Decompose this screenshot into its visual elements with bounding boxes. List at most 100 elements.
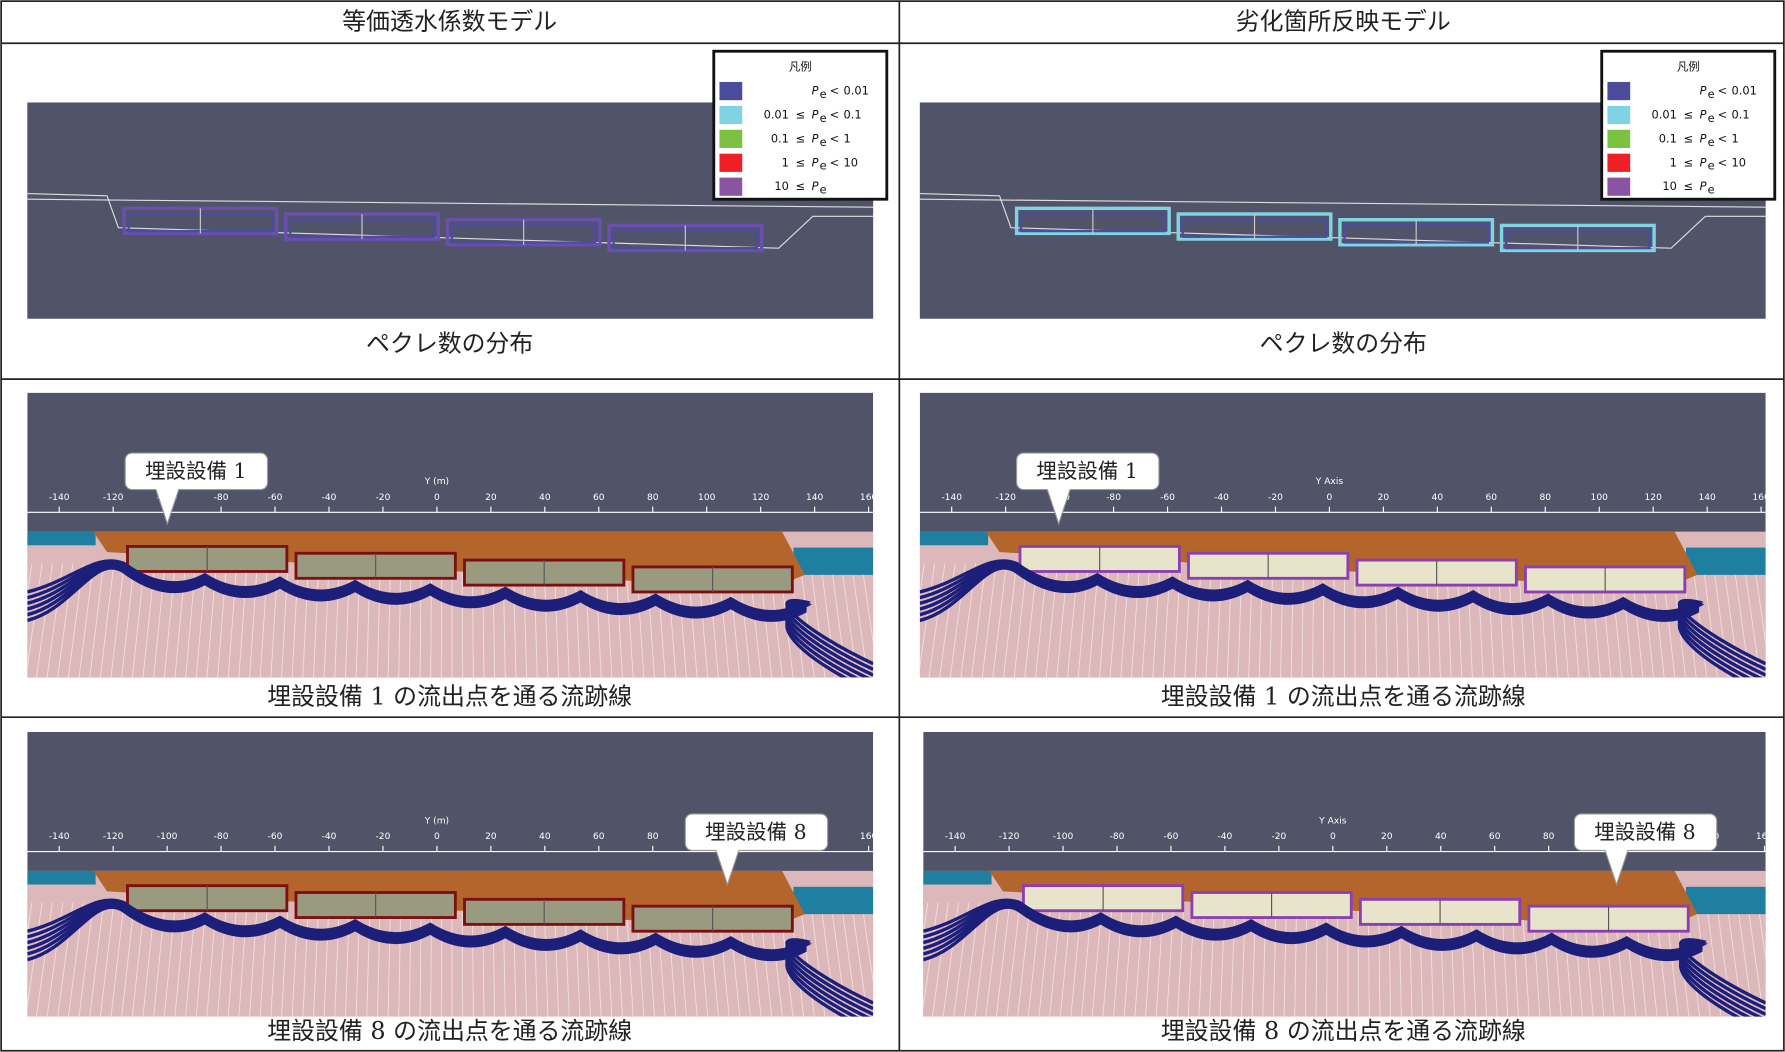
- aquifer-right: [1685, 886, 1766, 915]
- flow-line: [1198, 902, 1205, 1017]
- flow-line: [1753, 563, 1766, 646]
- legend-subscript: e: [1708, 135, 1715, 149]
- axis-tick-label: 0: [1330, 832, 1336, 842]
- axis-tick-label: 40: [539, 832, 551, 842]
- flow-line: [1123, 902, 1134, 1017]
- flow-line: [1237, 563, 1243, 678]
- flow-line: [398, 563, 402, 678]
- flow-line: [1283, 902, 1287, 1017]
- axis-tick-label: 160: [1756, 832, 1774, 842]
- legend-box: [712, 49, 889, 201]
- flow-line: [291, 902, 299, 1017]
- axis-tick-label: -80: [1110, 832, 1125, 842]
- legend-title: 凡例: [1677, 60, 1700, 74]
- streamline-panel: Y (m)-140-120-100-80-60-40-2002040608010…: [27, 392, 878, 678]
- legend-low: 0.1: [771, 131, 789, 145]
- caption: 埋設設備 1 の流出点を通る流跡線: [267, 682, 632, 710]
- flow-line: [625, 563, 634, 678]
- legend-high: 0.1: [844, 107, 862, 121]
- legend-lt: <: [1718, 107, 1728, 121]
- axis-tick-label: 160: [860, 493, 878, 503]
- flow-line: [302, 563, 309, 678]
- legend-lt: <: [830, 84, 840, 98]
- aquifer-right: [1685, 547, 1766, 575]
- legend-subscript: e: [820, 111, 827, 125]
- axis-tick-label: 0: [434, 832, 440, 842]
- flow-line: [1130, 563, 1140, 678]
- axis-tick-label: 40: [1432, 493, 1444, 503]
- legend-le: ≤: [796, 155, 806, 169]
- axis-tick-label: 20: [485, 493, 497, 503]
- flow-line: [217, 563, 227, 678]
- legend-subscript: e: [820, 159, 827, 173]
- flow-line: [99, 902, 115, 1017]
- flow-line: [313, 902, 320, 1017]
- axis-tick-label: -120: [999, 832, 1020, 842]
- flow-line: [27, 563, 43, 670]
- legend-symbol: P: [1700, 131, 1707, 145]
- legend-high: 1: [1732, 131, 1739, 145]
- legend-lt: <: [830, 131, 840, 145]
- axis-tick-label: -40: [322, 493, 337, 503]
- column-header: 劣化箇所反映モデル: [1236, 7, 1451, 35]
- axis-tick-label: 20: [1378, 493, 1390, 503]
- flow-line: [408, 563, 412, 678]
- flow-line: [923, 902, 929, 937]
- flow-line: [1272, 902, 1277, 1017]
- flow-line: [1209, 902, 1216, 1017]
- flow-line: [1003, 563, 1018, 678]
- flow-line: [227, 902, 238, 1017]
- axis-tick-label: 80: [1539, 493, 1551, 503]
- flow-line: [1145, 902, 1154, 1017]
- flow-line: [1113, 902, 1123, 1017]
- flow-line: [217, 902, 227, 1017]
- legend-swatch: [719, 153, 743, 172]
- axis-tick-label: 100: [698, 493, 716, 503]
- legend-lt: <: [1718, 155, 1728, 169]
- axis-tick-label: 60: [1489, 832, 1501, 842]
- legend-swatch: [1607, 153, 1631, 172]
- legend-symbol: P: [812, 107, 819, 121]
- legend-symbol: P: [812, 84, 819, 98]
- flow-line: [1205, 563, 1212, 678]
- axis-tick-label: 80: [1543, 832, 1555, 842]
- axis-tick-label: -80: [1106, 493, 1121, 503]
- axis-tick-label: -100: [157, 832, 178, 842]
- flow-line: [1240, 902, 1246, 1017]
- axis-tick-label: 120: [1645, 493, 1663, 503]
- flow-line: [249, 902, 258, 1017]
- legend-le: ≤: [796, 131, 806, 145]
- flow-line: [387, 902, 391, 1017]
- axis-tick-label: -120: [103, 493, 124, 503]
- flow-line: [1134, 902, 1144, 1017]
- axis-tick-label: -20: [376, 832, 391, 842]
- flow-line: [36, 902, 53, 1017]
- flow-line: [1726, 902, 1743, 1017]
- legend-high: 10: [1732, 155, 1746, 169]
- axis-tick-label: -140: [945, 832, 966, 842]
- axis-tick-label: 20: [485, 832, 497, 842]
- flow-line: [302, 902, 309, 1017]
- flow-line: [249, 563, 258, 678]
- legend-symbol: P: [1700, 107, 1707, 121]
- flow-line: [861, 563, 874, 646]
- legend-low: 0.01: [764, 107, 789, 121]
- legend-high: 10: [844, 155, 858, 169]
- axis-tick-label: 160: [860, 832, 878, 842]
- legend-subscript: e: [1708, 159, 1715, 173]
- flow-line: [121, 563, 135, 678]
- flow-line: [408, 902, 412, 1017]
- axis-title: Y (m): [424, 477, 449, 487]
- flow-line: [1322, 563, 1325, 678]
- flow-line: [1736, 902, 1754, 1017]
- legend-symbol: P: [1700, 155, 1707, 169]
- flow-line: [1013, 563, 1028, 678]
- flow-line: [1006, 902, 1021, 1017]
- flow-line: [1716, 902, 1733, 1017]
- legend-subscript: e: [1708, 87, 1715, 101]
- flow-line: [928, 563, 946, 678]
- caption: ペクレ数の分布: [366, 329, 533, 357]
- axis-title: Y Axis: [1315, 477, 1344, 487]
- legend-symbol: P: [812, 131, 819, 145]
